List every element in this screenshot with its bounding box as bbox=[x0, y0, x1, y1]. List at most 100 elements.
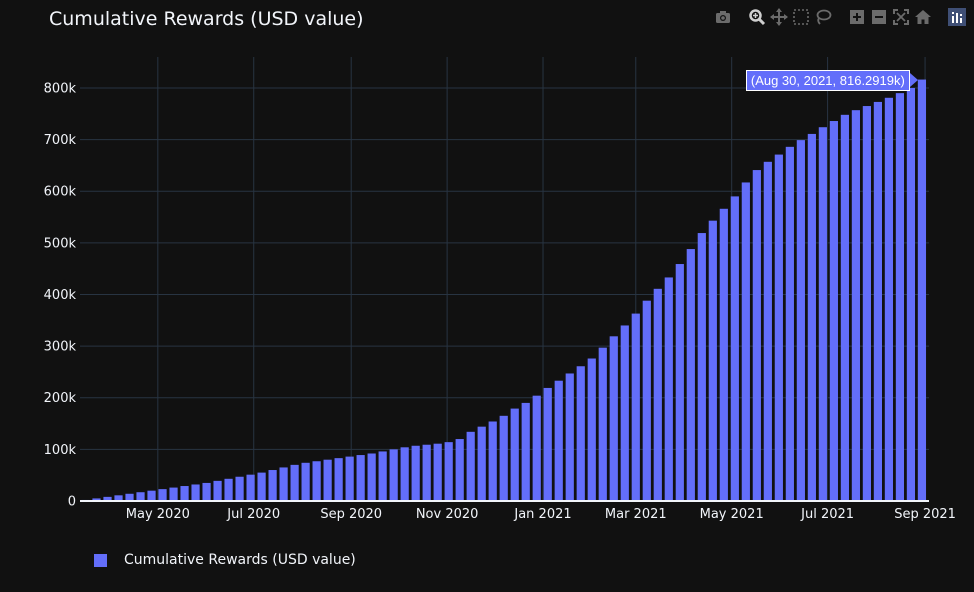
bar[interactable] bbox=[675, 264, 684, 501]
bar[interactable] bbox=[917, 79, 927, 502]
bar[interactable] bbox=[873, 101, 883, 501]
y-tick-label: 400k bbox=[44, 288, 77, 303]
bar[interactable] bbox=[213, 480, 222, 501]
bar[interactable] bbox=[477, 426, 486, 501]
bar[interactable] bbox=[279, 467, 288, 501]
bar[interactable] bbox=[510, 408, 519, 501]
bar[interactable] bbox=[697, 233, 706, 502]
bar[interactable] bbox=[730, 196, 739, 501]
bar[interactable] bbox=[400, 447, 409, 501]
legend-swatch[interactable] bbox=[94, 553, 107, 567]
x-tick-label: Mar 2021 bbox=[605, 507, 667, 522]
bar[interactable] bbox=[785, 146, 794, 501]
bar[interactable] bbox=[642, 300, 651, 501]
bar[interactable] bbox=[664, 277, 673, 501]
bar[interactable] bbox=[191, 484, 200, 501]
bar[interactable] bbox=[378, 451, 387, 501]
y-tick-label: 200k bbox=[44, 391, 77, 406]
bar[interactable] bbox=[620, 325, 629, 501]
bar[interactable] bbox=[895, 93, 905, 502]
bar[interactable] bbox=[862, 106, 871, 501]
bar[interactable] bbox=[609, 336, 618, 501]
bar[interactable] bbox=[796, 140, 805, 502]
bar[interactable] bbox=[158, 489, 167, 501]
bar[interactable] bbox=[543, 387, 552, 501]
zoom-out-icon[interactable] bbox=[868, 6, 890, 28]
bar[interactable] bbox=[444, 442, 453, 501]
bar[interactable] bbox=[114, 495, 123, 501]
lasso-select-icon[interactable] bbox=[812, 6, 834, 28]
bar[interactable] bbox=[180, 486, 189, 501]
bar[interactable] bbox=[587, 358, 596, 501]
bar[interactable] bbox=[301, 462, 310, 501]
bar[interactable] bbox=[367, 453, 376, 501]
bar[interactable] bbox=[554, 380, 563, 501]
legend-label[interactable]: Cumulative Rewards (USD value) bbox=[124, 552, 356, 568]
bar[interactable] bbox=[268, 470, 277, 501]
bar[interactable] bbox=[774, 154, 783, 501]
bar[interactable] bbox=[169, 487, 178, 501]
bar[interactable] bbox=[147, 490, 156, 501]
zoom-in-icon[interactable] bbox=[846, 6, 868, 28]
bar[interactable] bbox=[125, 493, 134, 501]
bar[interactable] bbox=[763, 161, 772, 501]
bar[interactable] bbox=[499, 415, 508, 501]
bar[interactable] bbox=[708, 220, 717, 501]
legend[interactable]: Cumulative Rewards (USD value) bbox=[94, 552, 356, 568]
bar[interactable] bbox=[202, 482, 211, 501]
bar[interactable] bbox=[598, 347, 607, 501]
reset-axes-icon[interactable] bbox=[912, 6, 934, 28]
x-tick-label: Sep 2020 bbox=[320, 507, 382, 522]
y-tick-label: 800k bbox=[44, 81, 77, 96]
bar[interactable] bbox=[631, 313, 640, 501]
bar[interactable] bbox=[851, 110, 860, 501]
bar[interactable] bbox=[411, 445, 420, 501]
bar[interactable] bbox=[356, 455, 365, 501]
bar[interactable] bbox=[136, 492, 145, 501]
bar[interactable] bbox=[719, 208, 728, 501]
box-select-icon[interactable] bbox=[790, 6, 812, 28]
bar[interactable] bbox=[829, 121, 838, 501]
y-tick-label: 600k bbox=[44, 185, 77, 200]
bar[interactable] bbox=[840, 114, 849, 502]
plotly-logo-icon[interactable] bbox=[946, 6, 968, 28]
bar[interactable] bbox=[752, 170, 761, 501]
bar[interactable] bbox=[576, 366, 585, 501]
x-tick-label: Jan 2021 bbox=[513, 507, 571, 522]
bar[interactable] bbox=[312, 461, 321, 501]
bar[interactable] bbox=[807, 133, 816, 501]
y-tick-label: 0 bbox=[68, 495, 76, 510]
bar[interactable] bbox=[466, 431, 475, 501]
zoom-icon[interactable] bbox=[746, 6, 768, 28]
camera-icon[interactable] bbox=[712, 6, 734, 28]
bar[interactable] bbox=[92, 498, 101, 501]
bar[interactable] bbox=[422, 444, 431, 501]
bar[interactable] bbox=[433, 443, 442, 501]
bar[interactable] bbox=[884, 97, 894, 502]
autoscale-icon[interactable] bbox=[890, 6, 912, 28]
bar[interactable] bbox=[290, 464, 299, 501]
bar[interactable] bbox=[521, 402, 530, 501]
bar[interactable] bbox=[389, 449, 398, 501]
bar[interactable] bbox=[257, 472, 266, 501]
y-tick-label: 700k bbox=[44, 133, 77, 148]
bar[interactable] bbox=[103, 496, 112, 501]
bar[interactable] bbox=[565, 373, 574, 501]
bar[interactable] bbox=[741, 182, 750, 501]
bar[interactable] bbox=[455, 439, 464, 501]
bar[interactable] bbox=[224, 478, 233, 501]
bar[interactable] bbox=[532, 395, 541, 501]
bar[interactable] bbox=[323, 459, 332, 501]
bar[interactable] bbox=[235, 476, 244, 501]
bar[interactable] bbox=[818, 127, 827, 501]
bar[interactable] bbox=[906, 87, 916, 501]
bar[interactable] bbox=[345, 456, 354, 501]
bar[interactable] bbox=[246, 474, 255, 501]
x-tick-label: May 2020 bbox=[126, 507, 190, 522]
bar[interactable] bbox=[686, 249, 695, 501]
bar[interactable] bbox=[334, 458, 343, 501]
bar[interactable] bbox=[653, 288, 662, 501]
pan-icon[interactable] bbox=[768, 6, 790, 28]
bar[interactable] bbox=[488, 421, 497, 501]
